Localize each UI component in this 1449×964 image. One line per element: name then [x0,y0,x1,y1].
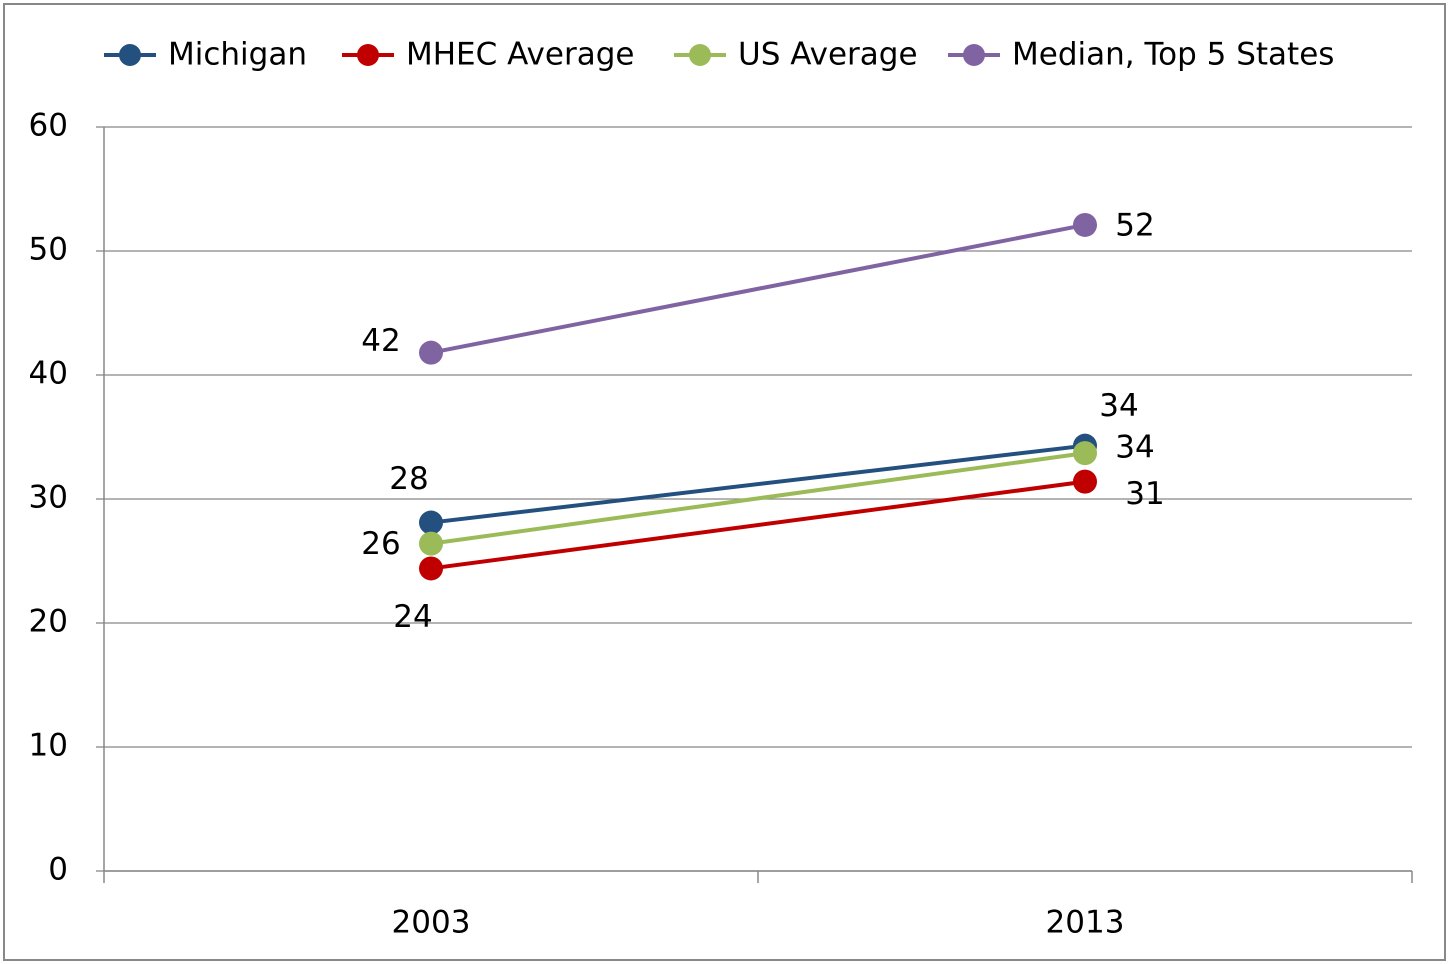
legend-label: Michigan [168,37,307,73]
series-line [430,443,1086,525]
legend-marker [357,44,379,66]
legend-marker [963,44,985,66]
data-point [419,531,443,556]
legend-label: Median, Top 5 States [1012,37,1334,73]
legend-label: US Average [738,37,918,73]
chart-border [3,3,1446,961]
data-label: 28 [389,461,428,497]
data-point [1073,469,1097,494]
y-tick-label: 10 [29,728,68,764]
y-tick-label: 40 [29,356,68,392]
data-label: 26 [361,526,400,562]
data-point [1073,441,1097,466]
data-point [1073,212,1097,237]
series-line [430,479,1086,571]
data-point [419,556,443,581]
data-point [419,510,443,535]
y-tick-label: 30 [29,480,68,516]
legend-marker [119,44,141,66]
x-tick-label: 2003 [392,905,471,941]
legend-marker [689,44,711,66]
data-label: 52 [1115,207,1154,243]
y-tick-label: 60 [29,108,68,144]
x-tick-label: 2013 [1046,905,1125,941]
data-point [419,340,443,365]
data-label: 34 [1099,388,1138,424]
data-label: 42 [361,323,400,359]
y-tick-label: 50 [29,232,68,268]
data-label: 31 [1125,476,1164,512]
legend-label: MHEC Average [406,37,634,73]
y-tick-label: 20 [29,604,68,640]
series-line [430,222,1086,355]
y-tick-label: 0 [48,852,68,888]
data-label: 24 [393,599,432,635]
data-label: 34 [1115,430,1154,466]
series-line [430,451,1086,546]
